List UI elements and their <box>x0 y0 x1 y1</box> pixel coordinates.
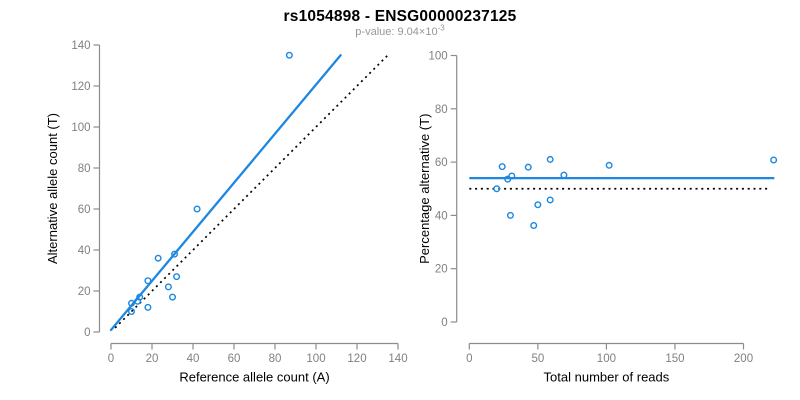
x-tick-label: 200 <box>734 353 753 365</box>
x-tick-label: 40 <box>187 353 200 365</box>
data-point <box>144 303 152 311</box>
left-scatter-panel: 0 20 40 60 80 100 120 140 0 20 40 60 80 100 120 140 Refe… <box>45 40 408 385</box>
identity-line <box>114 52 391 329</box>
data-point <box>171 250 179 258</box>
y-tick-label: 120 <box>71 81 90 93</box>
x-tick-label: 100 <box>306 353 325 365</box>
x-tick-label: 140 <box>388 353 407 365</box>
x-tick-label: 0 <box>108 353 114 365</box>
figure-title: rs1054898 - ENSG00000237125 <box>283 8 517 25</box>
data-point <box>534 201 542 209</box>
y-tick-label: 60 <box>435 157 448 169</box>
data-point <box>524 163 532 171</box>
y-tick-label: 140 <box>71 40 90 52</box>
data-point <box>164 283 172 291</box>
y-tick-label: 80 <box>78 163 91 175</box>
x-tick-label: 0 <box>466 353 472 365</box>
x-axis-label: Total number of reads <box>544 370 670 385</box>
x-tick-label: 60 <box>228 353 241 365</box>
y-tick-label: 40 <box>78 245 91 257</box>
data-point <box>508 172 516 180</box>
y-tick-label: 20 <box>435 264 448 276</box>
data-point <box>154 254 162 262</box>
x-tick-label: 50 <box>531 353 544 365</box>
y-axis-label: Alternative allele count (T) <box>45 113 60 264</box>
data-point <box>546 155 554 163</box>
y-tick-label: 40 <box>435 210 448 222</box>
data-point <box>530 222 538 230</box>
data-point <box>285 51 293 59</box>
y-tick-label: 20 <box>78 286 91 298</box>
figure-subtitle: p-value: 9.04×10-3 <box>0 23 800 38</box>
data-point <box>193 205 201 213</box>
y-tick-label: 100 <box>71 122 90 134</box>
regression-line <box>109 54 342 332</box>
x-tick-label: 150 <box>665 353 684 365</box>
y-tick-label: 0 <box>441 317 447 329</box>
data-point <box>560 171 568 179</box>
x-tick-label: 20 <box>146 353 159 365</box>
data-point <box>506 211 514 219</box>
data-point <box>546 196 554 204</box>
x-axis-label: Reference allele count (A) <box>179 370 329 385</box>
y-tick-label: 80 <box>435 104 448 116</box>
data-point <box>173 273 181 281</box>
data-point <box>493 185 501 193</box>
data-point <box>136 293 144 301</box>
pvalue-exponent: -3 <box>437 23 445 33</box>
data-point <box>770 156 778 164</box>
y-tick-label: 60 <box>78 204 91 216</box>
right-scatter-panel: 0 50 100 150 200 0 20 40 60 80 100 Total number of … <box>417 51 778 385</box>
pvalue-text: p-value: 9.04×10 <box>355 26 438 38</box>
y-tick-label: 0 <box>84 327 90 339</box>
y-tick-label: 100 <box>429 51 448 63</box>
data-point <box>498 163 506 171</box>
data-point <box>605 161 613 169</box>
x-tick-label: 120 <box>347 353 366 365</box>
x-tick-label: 100 <box>597 353 616 365</box>
y-axis-label: Percentage alternative (T) <box>417 114 432 264</box>
x-tick-label: 80 <box>269 353 282 365</box>
data-point <box>127 299 135 307</box>
data-point <box>168 293 176 301</box>
data-point <box>144 277 152 285</box>
data-point <box>127 308 135 316</box>
